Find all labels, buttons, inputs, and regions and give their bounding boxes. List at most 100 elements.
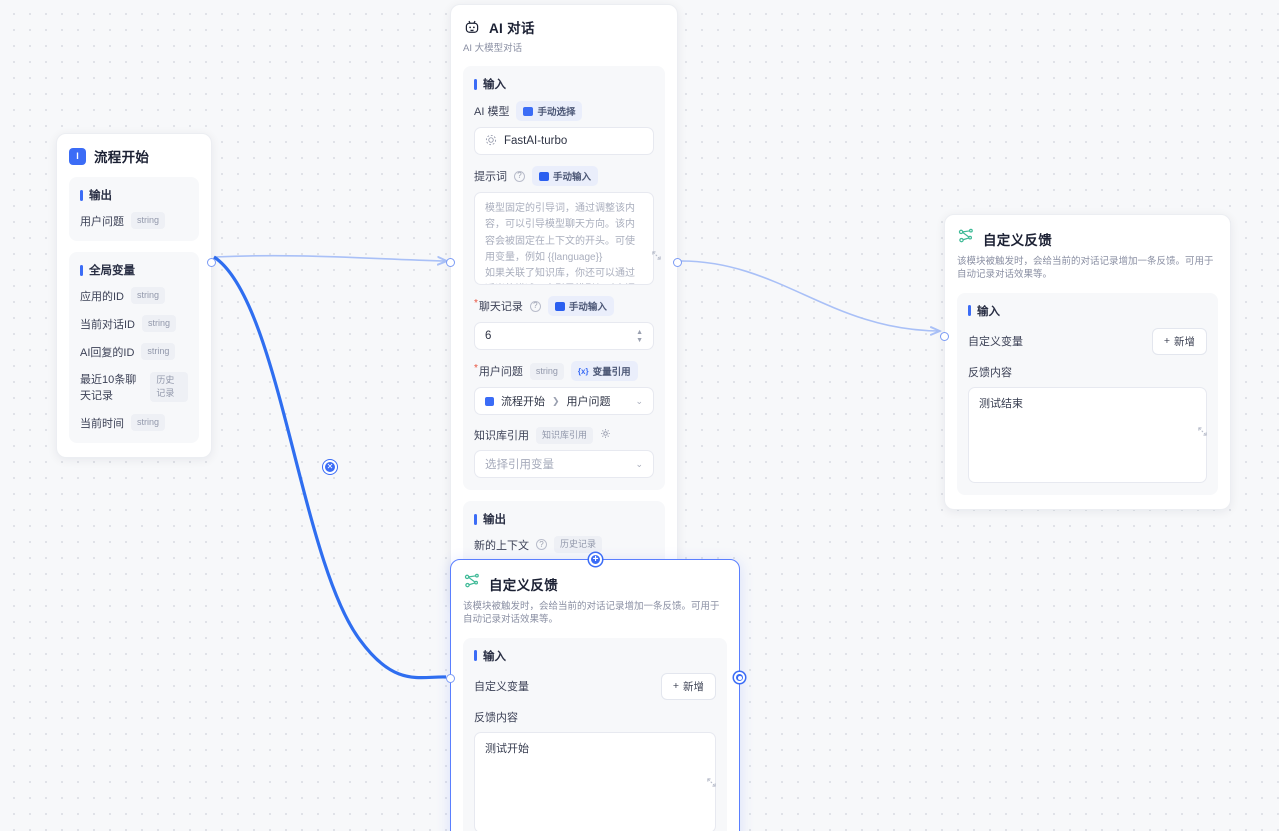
global-var-row: 当前对话ID string [80, 315, 188, 333]
node-flow-start[interactable]: I 流程开始 输出 用户问题 string 全局变量 应用的ID string [56, 133, 216, 459]
kb-variable-select[interactable]: 选择引用变量 ⌄ [474, 450, 654, 479]
feedback-content-textarea[interactable]: 测试开始 [474, 731, 716, 831]
resize-handle-icon[interactable] [706, 775, 717, 787]
model-label-row: AI 模型 手动选择 [474, 101, 654, 122]
node-header: AI 对话 [463, 17, 665, 37]
custom-var-row: 自定义变量 + 新增 [968, 327, 1207, 355]
node-handle-right[interactable] [207, 258, 216, 267]
chevron-right-icon: ❯ [552, 395, 560, 406]
node-handle-right[interactable] [734, 672, 745, 683]
field-label: 用户问题 [474, 363, 523, 379]
resize-handle-icon[interactable] [651, 248, 662, 260]
ai-input-panel: 输入 AI 模型 手动选择 FastAI-turbo [463, 66, 665, 491]
type-chip: string [131, 414, 166, 432]
chevron-down-icon[interactable]: ⌄ [635, 458, 643, 469]
field-label: 自定义变量 [968, 336, 1023, 349]
question-ref-field: 用户问题 [566, 396, 611, 409]
type-chip: 历史记录 [554, 536, 603, 554]
question-label-row: 用户问题 string {x} 变量引用 [474, 361, 654, 382]
node-handle-left[interactable] [446, 674, 455, 683]
section-title-output: 输出 [80, 187, 188, 203]
variable-ref-icon: {x} [577, 366, 589, 376]
section-label: 输入 [977, 305, 1000, 318]
node-custom-feedback-bottom[interactable]: 自定义反馈 该模块被触发时，会给当前的对话记录增加一条反馈。可用于自动记录对话效… [446, 553, 745, 831]
model-mode-tag[interactable]: 手动选择 [516, 101, 583, 122]
node-title: AI 对话 [489, 21, 535, 36]
node-custom-feedback-right[interactable]: 自定义反馈 该模块被触发时，会给当前的对话记录增加一条反馈。可用于自动记录对话效… [940, 214, 1231, 510]
manual-input-icon [554, 301, 565, 311]
field-label: AI回复的ID [80, 346, 135, 359]
section-bar-icon [80, 264, 83, 276]
node-handle-left[interactable] [446, 258, 455, 267]
global-var-row: AI回复的ID string [80, 343, 188, 361]
prompt-textarea[interactable]: 模型固定的引导词，通过调整该内容，可以引导模型聊天方向。该内容会被固定在上下文的… [474, 192, 654, 286]
field-label: 应用的ID [80, 290, 124, 303]
edge-ai-to-feedback-right [680, 260, 939, 331]
robot-icon [463, 18, 481, 36]
section-title-input: 输入 [968, 303, 1207, 319]
output-row: 新的上下文 ? 历史记录 [474, 536, 654, 554]
type-chip: string [131, 287, 166, 305]
field-label: 最近10条聊天记录 [80, 374, 137, 403]
field-label: 当前时间 [80, 417, 124, 430]
question-mode-tag[interactable]: {x} 变量引用 [570, 361, 638, 382]
node-handle-top[interactable]: + [589, 553, 602, 566]
chat-mode-tag[interactable]: 手动输入 [547, 296, 614, 317]
model-select[interactable]: FastAI-turbo [474, 127, 654, 156]
stepper-down-icon[interactable]: ▼ [636, 336, 643, 344]
section-label: 输入 [483, 650, 506, 663]
section-bar-icon [968, 305, 971, 317]
add-variable-button[interactable]: + 新增 [660, 672, 716, 700]
type-chip: string [141, 343, 176, 361]
feedback-content-textarea[interactable]: 测试结束 [968, 386, 1207, 483]
chat-history-value: 6 [485, 330, 492, 343]
field-label: 用户问题 [80, 215, 124, 228]
custom-var-row: 自定义变量 + 新增 [474, 672, 716, 700]
node-header: I 流程开始 [69, 146, 199, 166]
manual-input-icon [539, 171, 549, 181]
add-variable-button[interactable]: + 新增 [1151, 327, 1207, 355]
feedback-icon [957, 227, 975, 250]
node-title: 流程开始 [94, 150, 150, 165]
help-icon[interactable]: ? [536, 539, 547, 551]
prompt-label-row: 提示词 ? 手动输入 [474, 166, 654, 187]
chat-label-row: 聊天记录 ? 手动输入 [474, 296, 654, 317]
edge-delete-button[interactable]: ✕ [323, 460, 337, 474]
kb-label-row: 知识库引用 知识库引用 [474, 426, 654, 444]
stepper-arrows[interactable]: ▲ ▼ [636, 329, 643, 344]
node-title: 自定义反馈 [489, 577, 558, 593]
field-label: 提示词 [474, 171, 507, 184]
node-handle-right[interactable] [673, 258, 682, 267]
global-var-row: 最近10条聊天记录 历史记录 [80, 371, 188, 403]
model-value: FastAI-turbo [504, 135, 568, 148]
prompt-mode-tag[interactable]: 手动输入 [532, 166, 599, 187]
node-handle-left[interactable] [940, 332, 949, 341]
global-var-row: 应用的ID string [80, 287, 188, 305]
help-icon[interactable]: ? [514, 170, 525, 182]
question-variable-select[interactable]: 流程开始 ❯ 用户问题 ⌄ [474, 387, 654, 416]
chevron-down-icon[interactable]: ⌄ [635, 395, 643, 406]
tag-label: 手动选择 [537, 107, 576, 119]
kb-type-chip: 知识库引用 [536, 426, 594, 444]
node-ai-dialogue[interactable]: AI 对话 AI 大模型对话 输入 AI 模型 手动选择 [446, 4, 682, 609]
field-label: 反馈内容 [968, 366, 1012, 379]
resize-handle-icon[interactable] [1197, 424, 1208, 436]
chat-history-stepper[interactable]: 6 ▲ ▼ [474, 322, 654, 351]
node-description: AI 大模型对话 [463, 43, 523, 54]
question-ref-node: 流程开始 [501, 396, 545, 409]
field-label: AI 模型 [474, 106, 510, 119]
global-var-row: 当前时间 string [80, 414, 188, 432]
node-title: 自定义反馈 [983, 232, 1052, 248]
settings-gear-icon[interactable] [600, 426, 611, 444]
section-label: 全局变量 [89, 265, 135, 278]
field-label: 知识库引用 [474, 430, 529, 443]
close-icon: ✕ [326, 462, 334, 471]
feedback-icon [463, 572, 481, 595]
stepper-up-icon[interactable]: ▲ [636, 328, 643, 336]
global-vars-panel: 全局变量 应用的ID string 当前对话ID string AI回复的ID … [69, 252, 199, 444]
feedback-input-panel: 输入 自定义变量 + 新增 反馈内容 测试结束 [957, 292, 1218, 495]
button-label: 新增 [683, 680, 704, 693]
help-icon[interactable]: ? [529, 300, 541, 312]
plus-icon: + [672, 680, 679, 693]
